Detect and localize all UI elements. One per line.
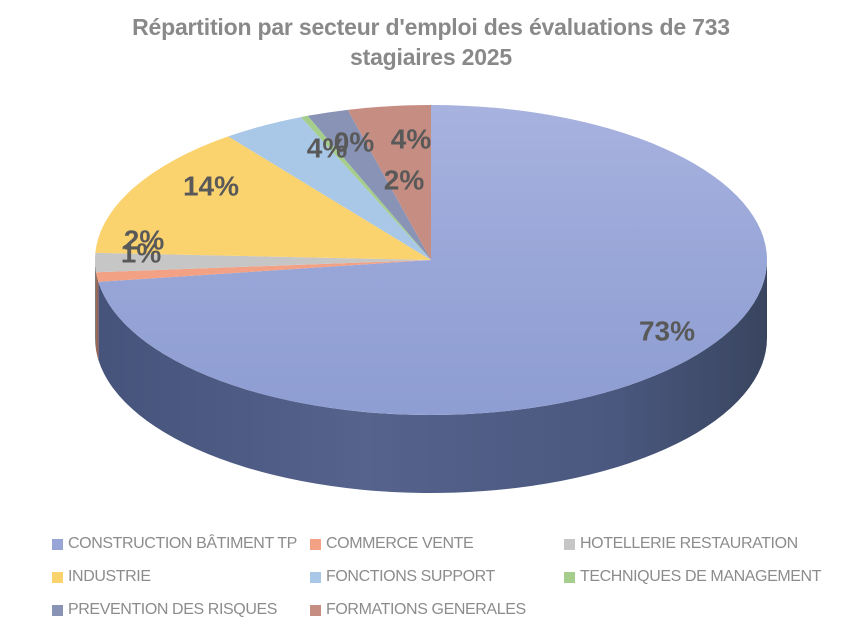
legend-swatch-icon [310,604,321,616]
percent-label-formations-generales: 4% [391,124,432,155]
legend-swatch-icon [310,571,321,583]
legend-item-formations-generales[interactable]: FORMATIONS GENERALES [310,601,564,619]
percent-label-hotellerie-restauration: 2% [124,225,165,256]
percent-label-techniques-de-management: 0% [334,127,375,158]
legend-item-industrie[interactable]: INDUSTRIE [52,568,310,586]
legend-label: FONCTIONS SUPPORT [326,568,495,585]
pie-slice-side-construction-batiment-tp [98,260,768,494]
legend-label: HOTELLERIE RESTAURATION [580,535,798,552]
percent-label-construction-batiment-tp: 73% [639,316,695,347]
legend-item-construction-batiment-tp[interactable]: CONSTRUCTION BÂTIMENT TP [52,535,310,553]
pie-slice-construction-batiment-tp[interactable] [98,105,767,415]
legend-label: TECHNIQUES DE MANAGEMENT [580,568,822,585]
legend-item-hotellerie-restauration[interactable]: HOTELLERIE RESTAURATION [564,535,862,553]
legend-swatch-icon [52,571,63,583]
pie-slice-fonctions-support[interactable] [228,117,431,260]
legend-item-prevention-des-risques[interactable]: PREVENTION DES RISQUES [52,601,310,619]
legend-item-fonctions-support[interactable]: FONCTIONS SUPPORT [310,568,564,586]
legend-item-techniques-de-management[interactable]: TECHNIQUES DE MANAGEMENT [564,568,862,586]
pie-slice-industrie[interactable] [95,136,432,260]
chart-title: Répartition par secteur d'emploi des éva… [0,12,862,72]
legend-label: PREVENTION DES RISQUES [68,601,278,618]
legend-label: CONSTRUCTION BÂTIMENT TP [68,535,297,552]
legend-swatch-icon [52,538,63,550]
pie-slice-side-commerce-vente [96,272,99,360]
percent-label-prevention-des-risques: 2% [384,165,425,196]
percent-label-industrie: 14% [183,171,239,202]
pie-slice-techniques-de-management[interactable] [300,115,431,260]
legend-swatch-icon [52,604,63,616]
percent-label-fonctions-support: 4% [307,133,348,164]
legend-label: INDUSTRIE [68,568,151,585]
legend-swatch-icon [564,538,575,550]
legend-label: COMMERCE VENTE [326,535,474,552]
pie-slice-commerce-vente[interactable] [96,260,432,282]
pie-slice-hotellerie-restauration[interactable] [95,252,431,273]
chart-title-text: Répartition par secteur d'emploi des éva… [132,14,730,70]
legend-swatch-icon [310,538,321,550]
percent-label-commerce-vente: 1% [121,238,162,269]
chart-legend: CONSTRUCTION BÂTIMENT TP COMMERCE VENTE HO… [52,534,862,620]
legend-label: FORMATIONS GENERALES [326,601,526,618]
legend-item-commerce-vente[interactable]: COMMERCE VENTE [310,535,564,553]
pie-slice-prevention-des-risques[interactable] [307,109,431,260]
legend-swatch-icon [564,571,575,583]
pie-slice-formations-generales[interactable] [347,105,431,260]
pie-slice-side-hotellerie-restauration [95,260,97,351]
